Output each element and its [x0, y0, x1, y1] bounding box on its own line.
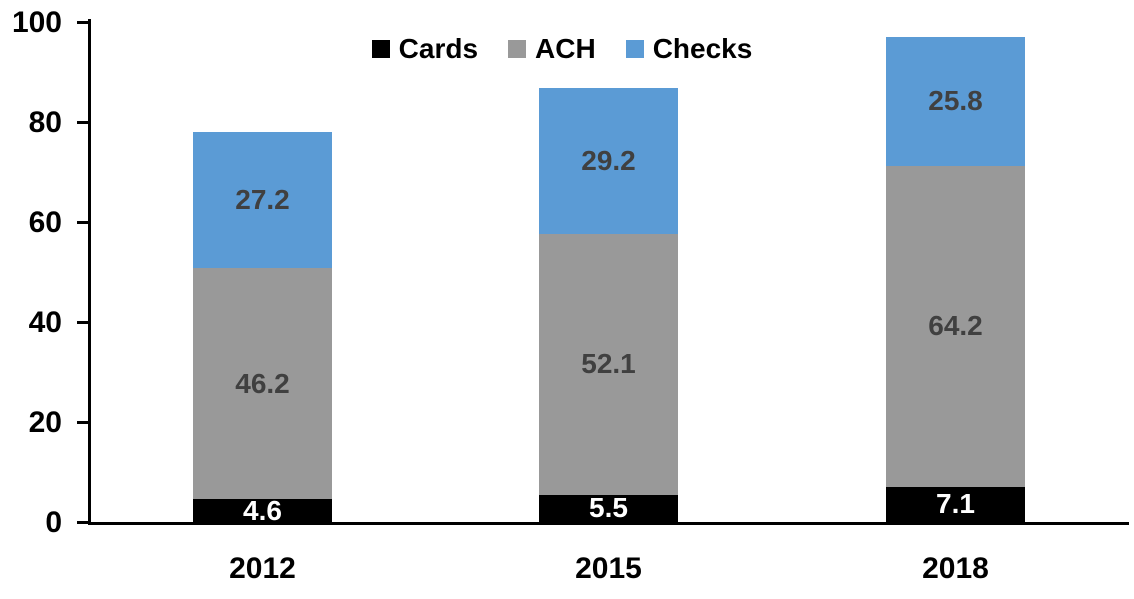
- ach-swatch-icon: [508, 40, 527, 58]
- bar-segment-checks: 25.8: [886, 36, 1025, 166]
- data-label-cards-2015: 5.5: [589, 492, 628, 524]
- x-axis-label-2012: 2012: [229, 552, 296, 585]
- bar-segment-cards: 7.1: [886, 486, 1025, 522]
- bar-segment-ach: 64.2: [886, 165, 1025, 487]
- bar-segment-ach: 46.2: [193, 268, 332, 499]
- y-tick: [77, 321, 89, 324]
- bar-segment-checks: 29.2: [539, 88, 678, 234]
- y-tick: [77, 221, 89, 224]
- data-label-cards-2012: 4.6: [243, 494, 282, 526]
- bar-segment-cards: 5.5: [539, 492, 678, 524]
- bar-segment-ach: 52.1: [539, 234, 678, 495]
- y-tick: [77, 521, 89, 524]
- data-label-ach-2012: 46.2: [235, 367, 290, 399]
- data-label-ach-2015: 52.1: [581, 348, 636, 380]
- y-tick: [77, 21, 89, 24]
- checks-swatch-icon: [625, 40, 644, 58]
- legend-item-cards: Cards: [371, 33, 479, 65]
- data-label-ach-2018: 64.2: [928, 310, 983, 341]
- data-label-checks-2015: 29.2: [581, 145, 636, 176]
- ach-legend-label: ACH: [535, 33, 596, 64]
- y-tick-label: 80: [28, 106, 62, 139]
- bar-segment-cards: 4.6: [193, 494, 332, 526]
- cards-swatch-icon: [371, 40, 390, 58]
- bar-2015: 5.5 52.1 29.2: [539, 88, 678, 522]
- x-axis-line: [88, 522, 1129, 525]
- chart-legend: Cards ACH Checks: [0, 33, 1124, 65]
- bar-2012: 4.6 46.2 27.2: [193, 132, 332, 526]
- y-tick-label: 0: [45, 506, 62, 539]
- y-tick: [77, 421, 89, 424]
- legend-item-checks: Checks: [625, 33, 753, 65]
- y-tick-label: 60: [28, 206, 62, 239]
- checks-legend-label: Checks: [652, 33, 753, 64]
- x-axis-label-2018: 2018: [922, 552, 989, 585]
- data-label-checks-2012: 27.2: [235, 184, 290, 215]
- y-tick-label: 100: [11, 6, 62, 39]
- legend-item-ach: ACH: [508, 33, 596, 65]
- y-axis-line: [88, 19, 91, 525]
- bar-segment-checks: 27.2: [193, 132, 332, 268]
- data-label-checks-2018: 25.8: [928, 85, 983, 116]
- data-label-cards-2018: 7.1: [936, 488, 975, 520]
- y-tick-label: 40: [28, 306, 62, 339]
- bar-2018: 7.1 64.2 25.8: [886, 36, 1025, 522]
- y-tick-label: 20: [28, 406, 62, 439]
- x-axis-label-2015: 2015: [575, 552, 642, 585]
- y-tick: [77, 121, 89, 124]
- cards-legend-label: Cards: [398, 33, 479, 64]
